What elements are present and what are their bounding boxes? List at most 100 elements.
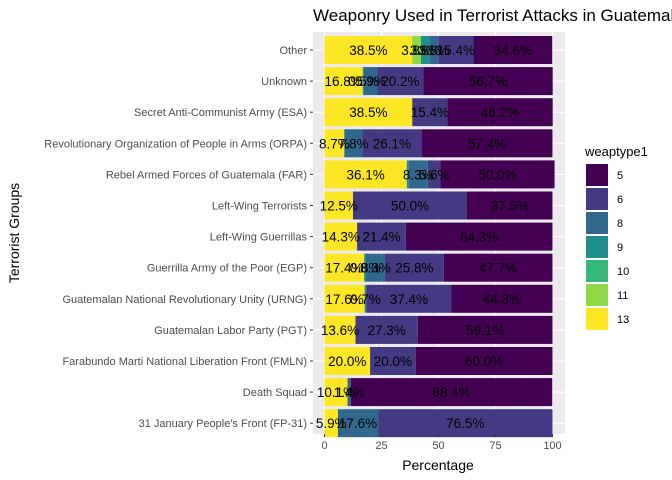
bar-segment <box>324 36 413 64</box>
data-label: 17.4% <box>325 261 363 276</box>
bar-segment <box>467 191 553 220</box>
data-label: 3.8% <box>419 43 450 58</box>
bar-segment <box>423 67 553 96</box>
data-label: 38.5% <box>349 105 387 120</box>
data-label: 12.5% <box>320 199 358 214</box>
bar-segment <box>364 253 366 282</box>
bar-segment <box>337 409 379 438</box>
bar-segment <box>324 315 356 344</box>
bar-segment <box>377 67 424 96</box>
data-labels: 38.5% 3.8%3.8%3.8%15.4% 34.6%16.8%0.5%5.9%… <box>316 43 532 431</box>
bar-segment <box>363 67 378 96</box>
y-tick-label: Guatemalan Labor Party (PGT) <box>154 325 307 337</box>
data-label: 3.8% <box>401 43 432 58</box>
y-axis-label: Terrorist Groups <box>6 183 22 283</box>
data-label: 60.0% <box>465 354 503 369</box>
bar-segment <box>440 160 555 189</box>
data-label: 0.7% <box>350 292 381 307</box>
data-label: 17.6% <box>339 416 377 431</box>
bar-segment <box>324 378 348 407</box>
legend-key-swatch <box>586 236 608 258</box>
legend-key-swatch <box>586 188 608 210</box>
x-tick-label: 50 <box>432 440 444 452</box>
bar-segment <box>324 253 365 282</box>
data-label: 10.1% <box>317 385 355 400</box>
bar-segment <box>362 67 364 96</box>
legend: weaptype1 5 6 8 9 10 11 13 <box>584 144 648 330</box>
bar-segment <box>473 36 553 64</box>
bar-segment <box>324 67 363 96</box>
data-label: 50.0% <box>478 167 516 182</box>
bar-segment <box>415 347 553 375</box>
bar-segment <box>324 409 338 438</box>
data-label: 26.1% <box>373 136 411 151</box>
bar-segment <box>412 98 448 127</box>
data-label: 15.4% <box>437 43 475 58</box>
bar-segment <box>366 284 452 313</box>
data-label: 17.6% <box>325 292 363 307</box>
y-tick-label: Guatemalan National Revolutionary Unity … <box>62 294 307 306</box>
y-tick-label: Farabundo Marti National Liberation Fron… <box>62 356 307 368</box>
bar-segment <box>324 191 353 220</box>
bar-segment <box>324 129 345 158</box>
data-label: 46.2% <box>481 105 519 120</box>
legend-key-swatch <box>586 308 608 330</box>
legend-key-label: 9 <box>617 242 623 254</box>
data-label: 25.8% <box>395 261 433 276</box>
legend-key-swatch <box>586 212 608 234</box>
data-label: 7.8% <box>338 136 369 151</box>
bar-segment <box>384 253 444 282</box>
bar-segment <box>324 284 365 313</box>
data-label: 34.6% <box>494 43 532 58</box>
data-label: 20.0% <box>374 354 412 369</box>
bar-segment <box>347 378 351 407</box>
x-axis-ticks: 0 25 50 75 100 <box>321 434 562 452</box>
bar-segment <box>350 378 553 407</box>
y-tick-label: Unknown <box>261 76 307 88</box>
data-label: 44.3% <box>483 292 521 307</box>
x-tick-label: 0 <box>321 440 327 452</box>
data-label: 37.5% <box>491 199 529 214</box>
legend-key-label: 5 <box>617 170 623 182</box>
data-label: 20.0% <box>328 354 366 369</box>
y-tick-label: Other <box>279 45 307 57</box>
bar-segment <box>362 129 422 158</box>
bar-segment <box>365 253 385 282</box>
bar-segment <box>353 191 467 220</box>
bars <box>324 36 555 438</box>
x-tick-label: 75 <box>489 440 501 452</box>
data-label: 8.3% <box>360 261 391 276</box>
y-tick-label: Rebel Armed Forces of Guatemala (FAR) <box>106 169 307 181</box>
bar-segment <box>447 98 553 127</box>
bar-segment <box>443 253 553 282</box>
bar-segment <box>412 36 421 64</box>
bar-segment <box>408 160 428 189</box>
y-tick-label: Guerrilla Army of the Poor (EGP) <box>147 263 307 275</box>
legend-key-swatch <box>586 260 608 282</box>
y-tick-label: Left-Wing Terrorists <box>212 201 308 213</box>
data-label: 27.3% <box>367 323 405 338</box>
bar-segment <box>378 409 553 438</box>
y-tick-label: Left-Wing Guerrillas <box>210 232 308 244</box>
bar-segment <box>427 160 441 189</box>
y-tick-label: 31 January People's Front (FP-31) <box>139 418 307 430</box>
data-label: 8.3% <box>403 167 434 182</box>
legend-title: weaptype1 <box>584 144 648 159</box>
data-label: 16.8% <box>325 74 363 89</box>
data-label: 37.4% <box>390 292 428 307</box>
legend-key-label: 8 <box>617 218 623 230</box>
bar-segment <box>324 98 413 127</box>
data-label: 0.8% <box>350 261 381 276</box>
bar-segment <box>324 160 407 189</box>
legend-key-swatch <box>586 284 608 306</box>
data-label: 14.3% <box>322 230 360 245</box>
bar-segment <box>417 315 553 344</box>
bar-segment <box>357 222 406 251</box>
data-label: 15.4% <box>411 105 449 120</box>
x-axis-label: Percentage <box>402 457 474 473</box>
data-label: 59.1% <box>466 323 504 338</box>
data-label: 0.5% <box>348 74 379 89</box>
bar-segment <box>438 36 474 64</box>
y-tick-label: Secret Anti-Communist Army (ESA) <box>134 107 307 119</box>
